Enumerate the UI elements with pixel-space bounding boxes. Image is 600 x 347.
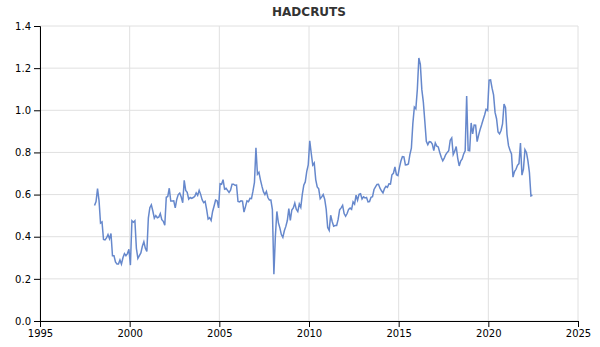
tick-label: 0.6: [15, 189, 31, 200]
tick-mark: [399, 321, 400, 327]
grid-line: [219, 26, 220, 321]
tick-label: 2015: [386, 328, 411, 339]
tick-label: 0.8: [15, 147, 31, 158]
tick-mark: [34, 26, 40, 27]
tick-label: 2005: [207, 328, 232, 339]
tick: 2010: [297, 321, 322, 339]
grid: [40, 26, 578, 321]
tick-mark: [34, 152, 40, 153]
title: HADCRUTS: [272, 5, 346, 19]
tick-mark: [34, 237, 40, 238]
tick-mark: [34, 110, 40, 111]
tick-mark: [578, 321, 579, 327]
tick-label: 2025: [566, 328, 591, 339]
line: [95, 58, 533, 274]
tick: 2025: [566, 321, 591, 339]
tick: 0.8: [15, 147, 40, 158]
grid-line: [488, 26, 489, 321]
tick-mark: [488, 321, 489, 327]
tick-label: 0.2: [15, 274, 31, 285]
tick-label: 1995: [28, 328, 53, 339]
tick-label: 1.2: [15, 63, 31, 74]
tick: 0.6: [15, 189, 40, 200]
tick: 2015: [386, 321, 411, 339]
plot-area: 1995 2000 2005 2010 2015 2020 2025 0.0 0.2 0.4 0.6…: [15, 21, 591, 339]
y-axis: 0.0 0.2 0.4 0.6 0.8 1.0 1.2 1.4: [15, 21, 40, 327]
tick: 0.0: [15, 316, 40, 327]
x-axis: 1995 2000 2005 2010 2015 2020 2025: [28, 321, 591, 339]
grid-line: [129, 26, 130, 321]
tick-label: 2020: [476, 328, 501, 339]
tick-label: 1.4: [15, 21, 31, 32]
tick: 1995: [28, 321, 53, 339]
tick-label: 1.0: [15, 105, 31, 116]
tick-mark: [34, 68, 40, 69]
tick-label: 2010: [297, 328, 322, 339]
grid-line: [578, 26, 579, 321]
chart: 1995 2000 2005 2010 2015 2020 2025 0.0 0.2 0.4 0.6…: [0, 0, 600, 347]
tick-label: 0.0: [15, 316, 31, 327]
tick: 0.2: [15, 274, 40, 285]
axis-line: [34, 27, 41, 322]
axis-line: [41, 322, 579, 328]
tick: 2000: [117, 321, 142, 339]
tick: 1.2: [15, 63, 40, 74]
tick-mark: [219, 321, 220, 327]
grid-line: [309, 26, 310, 321]
marks: [95, 58, 533, 274]
tick: 2005: [207, 321, 232, 339]
tick: 1.0: [15, 105, 40, 116]
tick-mark: [309, 321, 310, 327]
tick-mark: [34, 321, 40, 322]
tick: 2020: [476, 321, 501, 339]
tick-mark: [34, 279, 40, 280]
tick-mark: [130, 321, 131, 327]
tick-mark: [34, 195, 40, 196]
tick-label: 2000: [117, 328, 142, 339]
tick-label: 0.4: [15, 231, 31, 242]
tick: 0.4: [15, 231, 40, 242]
tick: 1.4: [15, 21, 40, 32]
